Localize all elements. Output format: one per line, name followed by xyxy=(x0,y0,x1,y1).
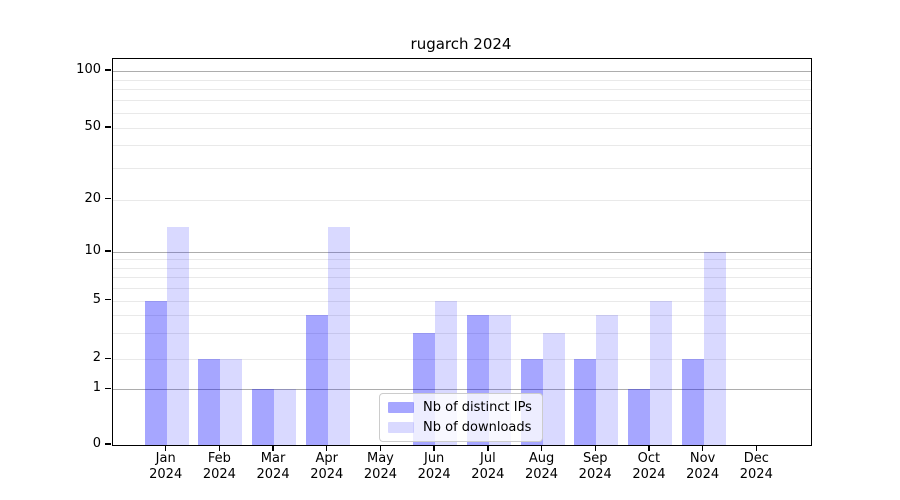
gridline-1 xyxy=(113,389,811,391)
y-tick-label-50: 50 xyxy=(84,118,101,134)
bar-distinct-ips-mar xyxy=(252,389,275,445)
x-tick-label-may: May 2024 xyxy=(363,451,397,482)
y-tick-label-2: 2 xyxy=(92,350,101,366)
gridline-4 xyxy=(113,314,811,316)
x-tick-mark xyxy=(272,445,274,451)
bar-downloads-aug xyxy=(542,333,565,445)
x-tick-label-nov: Nov 2024 xyxy=(686,451,720,482)
bar-downloads-oct xyxy=(649,300,672,445)
gridline-9 xyxy=(113,259,811,261)
legend-swatch-distinct-ips xyxy=(388,402,414,413)
legend-label-distinct-ips: Nb of distinct IPs xyxy=(423,400,532,415)
x-tick-mark xyxy=(540,445,543,451)
gridline-8 xyxy=(113,267,811,269)
bar-downloads-apr xyxy=(327,226,350,445)
bar-distinct-ips-oct xyxy=(627,389,650,445)
y-tick-mark xyxy=(105,387,111,389)
x-tick-mark xyxy=(701,445,704,451)
x-tick-label-aug: Aug 2024 xyxy=(524,451,559,482)
x-tick-mark xyxy=(326,445,328,451)
bar-downloads-sep xyxy=(596,315,619,445)
x-tick-label-jul: Jul 2024 xyxy=(471,451,505,482)
x-tick-mark xyxy=(218,445,221,451)
gridline-90 xyxy=(113,79,811,81)
y-tick-mark xyxy=(105,197,111,200)
y-tick-mark xyxy=(105,299,111,301)
bar-downloads-feb xyxy=(220,359,243,445)
legend-row-distinct-ips: Nb of distinct IPs xyxy=(388,400,532,415)
y-tick-mark xyxy=(105,357,111,359)
x-tick-label-sep: Sep 2024 xyxy=(578,451,612,482)
gridline-2 xyxy=(113,359,811,361)
x-tick-label-jun: Jun 2024 xyxy=(417,451,451,482)
y-tick-mark xyxy=(105,69,111,71)
gridline-50 xyxy=(113,127,811,129)
y-tick-mark xyxy=(105,126,111,128)
x-tick-label-oct: Oct 2024 xyxy=(632,451,666,482)
x-tick-mark xyxy=(755,445,757,451)
legend: Nb of distinct IPs Nb of downloads xyxy=(379,393,543,442)
x-tick-mark xyxy=(379,445,382,451)
x-tick-label-jan: Jan 2024 xyxy=(149,451,183,482)
legend-swatch-downloads xyxy=(388,422,414,433)
x-tick-mark xyxy=(594,445,596,451)
bar-distinct-ips-apr xyxy=(305,315,328,445)
bar-distinct-ips-jan xyxy=(144,300,167,445)
gridline-7 xyxy=(113,277,811,279)
x-tick-mark xyxy=(433,445,435,451)
gridline-70 xyxy=(113,100,811,102)
gridline-60 xyxy=(113,112,811,114)
y-tick-label-0: 0 xyxy=(92,436,101,451)
gridline-10 xyxy=(113,252,811,254)
y-tick-mark xyxy=(105,443,111,445)
gridline-5 xyxy=(113,300,811,302)
gridline-20 xyxy=(113,199,811,201)
x-tick-label-mar: Mar 2024 xyxy=(256,451,290,482)
x-tick-label-apr: Apr 2024 xyxy=(310,451,344,482)
gridline-100 xyxy=(113,71,811,72)
legend-label-downloads: Nb of downloads xyxy=(423,420,532,435)
x-tick-mark xyxy=(164,445,167,451)
bar-distinct-ips-sep xyxy=(574,359,597,445)
y-tick-label-20: 20 xyxy=(84,190,101,206)
y-tick-mark xyxy=(105,250,111,252)
y-tick-label-1: 1 xyxy=(92,380,101,396)
gridline-40 xyxy=(113,145,811,147)
plot-area: Nb of distinct IPs Nb of downloads xyxy=(112,58,812,446)
y-tick-label-100: 100 xyxy=(76,62,101,77)
bar-downloads-mar xyxy=(274,389,297,445)
bar-distinct-ips-nov xyxy=(681,359,704,445)
x-tick-label-dec: Dec 2024 xyxy=(739,451,773,482)
gridline-3 xyxy=(113,333,811,335)
bar-downloads-jan xyxy=(166,226,189,445)
gridline-30 xyxy=(113,167,811,169)
gridline-80 xyxy=(113,89,811,91)
y-tick-label-10: 10 xyxy=(84,243,101,259)
bar-downloads-nov xyxy=(703,252,726,445)
x-tick-label-feb: Feb 2024 xyxy=(202,451,236,482)
bar-distinct-ips-feb xyxy=(198,359,221,445)
chart-title: rugarch 2024 xyxy=(410,35,512,53)
y-tick-label-5: 5 xyxy=(92,291,101,307)
x-tick-mark xyxy=(648,445,650,451)
gridline-6 xyxy=(113,287,811,289)
x-tick-mark xyxy=(487,445,489,451)
legend-row-downloads: Nb of downloads xyxy=(388,420,532,435)
